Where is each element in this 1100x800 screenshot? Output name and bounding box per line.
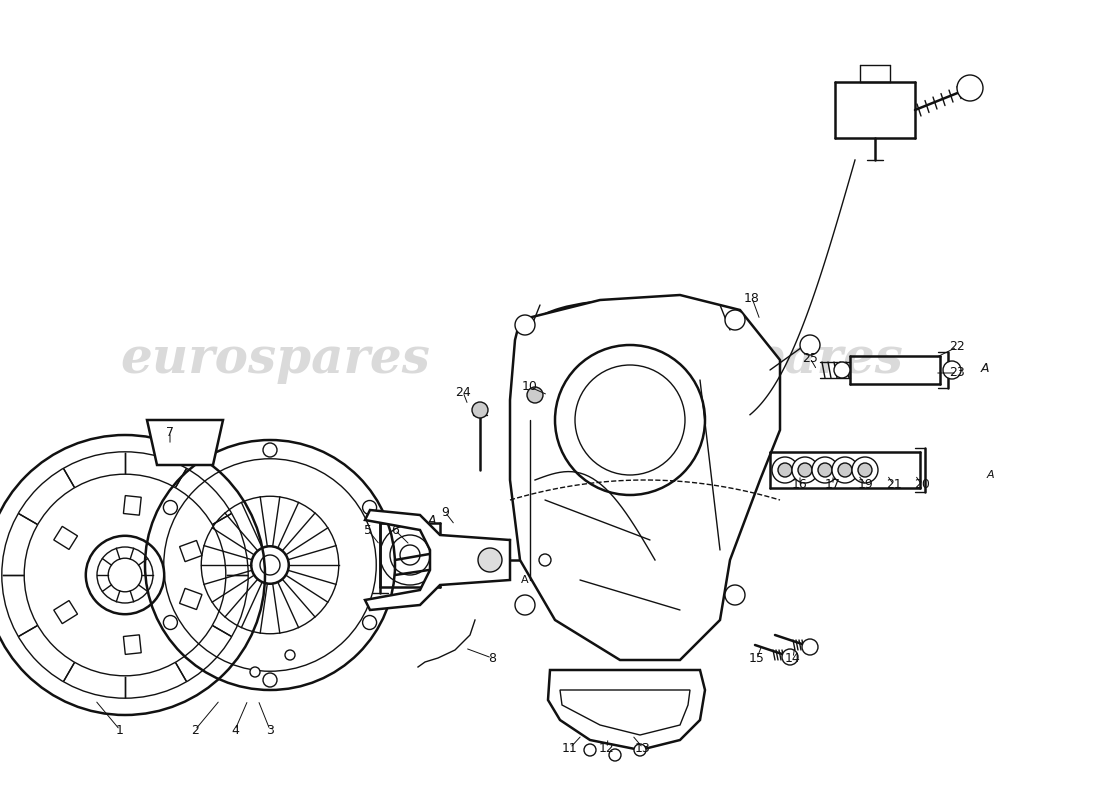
Polygon shape — [147, 420, 223, 465]
Circle shape — [838, 463, 853, 477]
Text: 13: 13 — [635, 742, 651, 754]
Text: 2: 2 — [191, 723, 199, 737]
Circle shape — [164, 501, 177, 514]
Circle shape — [515, 315, 535, 335]
Text: A: A — [521, 575, 529, 585]
Text: 21: 21 — [887, 478, 902, 491]
Text: 1: 1 — [117, 723, 124, 737]
Text: 22: 22 — [949, 341, 965, 354]
Text: 16: 16 — [792, 478, 807, 491]
Text: eurospares: eurospares — [593, 335, 903, 385]
Circle shape — [834, 362, 850, 378]
Text: 23: 23 — [949, 366, 965, 379]
Polygon shape — [365, 510, 510, 610]
Circle shape — [792, 457, 818, 483]
Circle shape — [802, 639, 818, 655]
Circle shape — [858, 463, 872, 477]
Circle shape — [263, 443, 277, 457]
Polygon shape — [179, 588, 202, 610]
Circle shape — [584, 744, 596, 756]
Circle shape — [852, 457, 878, 483]
Text: 25: 25 — [802, 351, 818, 365]
Polygon shape — [123, 635, 141, 654]
Circle shape — [363, 615, 376, 630]
Circle shape — [634, 744, 646, 756]
Circle shape — [250, 667, 260, 677]
Circle shape — [478, 548, 502, 572]
Text: 4: 4 — [231, 723, 239, 737]
Circle shape — [943, 361, 961, 379]
Circle shape — [772, 457, 798, 483]
Circle shape — [782, 649, 797, 665]
Polygon shape — [510, 295, 780, 660]
Circle shape — [818, 463, 832, 477]
Text: 19: 19 — [858, 478, 873, 491]
Circle shape — [527, 387, 543, 403]
Text: 24: 24 — [455, 386, 471, 398]
Circle shape — [472, 402, 488, 418]
Text: 9: 9 — [441, 506, 449, 518]
Circle shape — [812, 457, 838, 483]
Circle shape — [515, 595, 535, 615]
Polygon shape — [123, 495, 141, 515]
Text: 17: 17 — [825, 478, 840, 491]
Text: eurospares: eurospares — [120, 335, 430, 385]
Polygon shape — [548, 670, 705, 750]
Text: 8: 8 — [488, 651, 496, 665]
Text: 11: 11 — [562, 742, 578, 754]
Circle shape — [800, 335, 820, 355]
Circle shape — [725, 585, 745, 605]
Circle shape — [798, 463, 812, 477]
Text: A: A — [987, 470, 993, 480]
Polygon shape — [54, 601, 77, 624]
Circle shape — [363, 501, 376, 514]
Text: 18: 18 — [744, 291, 760, 305]
Circle shape — [957, 75, 983, 101]
Circle shape — [778, 463, 792, 477]
Circle shape — [164, 615, 177, 630]
Circle shape — [725, 310, 745, 330]
Text: 15: 15 — [749, 651, 764, 665]
Circle shape — [263, 673, 277, 687]
Text: 7: 7 — [166, 426, 174, 438]
Text: 5: 5 — [364, 523, 372, 537]
Text: A: A — [981, 362, 989, 374]
Text: A: A — [428, 514, 437, 526]
Text: 20: 20 — [914, 478, 929, 491]
Circle shape — [832, 457, 858, 483]
Polygon shape — [560, 690, 690, 735]
Text: 12: 12 — [600, 742, 615, 754]
Text: 6: 6 — [392, 523, 399, 537]
Text: 10: 10 — [522, 381, 538, 394]
Circle shape — [609, 749, 622, 761]
Polygon shape — [179, 541, 202, 562]
Text: 3: 3 — [266, 723, 274, 737]
Text: 14: 14 — [785, 651, 801, 665]
Circle shape — [285, 650, 295, 660]
Polygon shape — [54, 526, 77, 550]
